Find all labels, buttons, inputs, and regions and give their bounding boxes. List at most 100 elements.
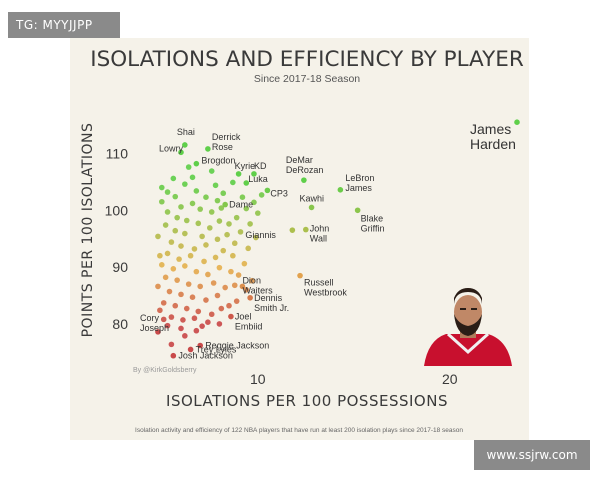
point-label-line: Westbrook xyxy=(304,288,347,298)
labeled-point xyxy=(178,149,184,156)
chart-title: ISOLATIONS AND EFFICIENCY BY PLAYER xyxy=(90,47,524,72)
scatter-point xyxy=(230,179,236,186)
point-label-line: Joseph xyxy=(140,323,169,333)
scatter-point xyxy=(197,206,203,212)
scatter-point xyxy=(216,218,223,224)
point-label: Blake Griffin xyxy=(361,213,385,233)
scatter-point xyxy=(178,325,184,332)
chart-card xyxy=(70,38,529,440)
scatter-point xyxy=(193,327,200,334)
point-label: DeMar DeRozan xyxy=(286,155,324,175)
scatter-point xyxy=(218,205,225,211)
point-label-line: DeMar xyxy=(286,155,313,165)
point-label-line: Joel xyxy=(235,312,252,322)
point-label-line: Dion xyxy=(242,275,261,285)
labeled-point xyxy=(301,177,307,183)
scatter-point xyxy=(203,194,209,201)
point-label: Brogdon xyxy=(201,156,235,166)
scatter-point xyxy=(170,175,177,182)
scatter-point xyxy=(155,283,161,290)
player-portrait-icon xyxy=(424,288,512,366)
point-label: Kyrie xyxy=(235,161,256,171)
point-label: CP3 xyxy=(270,188,288,198)
scatter-point xyxy=(243,287,250,293)
scatter-point xyxy=(162,222,169,228)
scatter-point xyxy=(191,246,198,252)
labeled-point xyxy=(187,346,194,353)
chart-footnote: Isolation activity and efficiency of 122… xyxy=(135,427,463,434)
point-label-line: Reggie Jackson xyxy=(205,341,269,351)
point-label-line: Kyrie xyxy=(235,161,256,171)
scatter-point xyxy=(243,205,250,212)
scatter-point xyxy=(251,199,257,206)
labeled-point xyxy=(303,226,309,233)
scatter-point xyxy=(168,314,175,320)
scatter-point xyxy=(220,190,227,197)
chart-credit: By @KirkGoldsberry xyxy=(133,367,197,374)
point-label-line: Russell xyxy=(304,278,334,288)
scatter-point xyxy=(155,233,161,240)
scatter-point xyxy=(216,321,223,327)
point-label-line: Wall xyxy=(310,234,327,244)
labeled-point xyxy=(308,204,315,211)
point-label-line: Waiters xyxy=(242,285,273,295)
scatter-point xyxy=(189,174,196,181)
scatter-point xyxy=(237,229,244,235)
scatter-point xyxy=(230,252,236,259)
y-tick-label: 110 xyxy=(106,145,129,161)
x-axis-title: ISOLATIONS PER 100 POSSESSIONS xyxy=(166,392,448,410)
labeled-point xyxy=(354,207,361,214)
labeled-point xyxy=(337,187,344,193)
scatter-point xyxy=(205,319,211,326)
scatter-point xyxy=(245,245,251,252)
point-label-line: James xyxy=(345,183,372,193)
point-label: Cory Joseph xyxy=(140,313,169,333)
scatter-point xyxy=(224,231,230,238)
scatter-point xyxy=(226,302,232,309)
labeled-point xyxy=(297,272,303,279)
scatter-point xyxy=(189,294,196,301)
point-label-line: Harden xyxy=(470,136,516,152)
scatter-point xyxy=(182,263,188,269)
labeled-point xyxy=(182,142,188,148)
scatter-point xyxy=(199,233,205,240)
point-label-line: Dennis xyxy=(254,293,283,303)
scatter-point xyxy=(241,260,248,267)
labeled-point xyxy=(289,227,296,233)
point-label: Lowry xyxy=(159,143,184,153)
point-label-line: Kawhi xyxy=(300,193,325,203)
labeled-point xyxy=(264,187,271,194)
scatter-point xyxy=(231,282,238,289)
scatter-point xyxy=(159,262,165,268)
scatter-point xyxy=(168,239,175,245)
point-label: Russell Westbrook xyxy=(304,278,347,298)
scatter-point xyxy=(214,197,221,204)
scatter-point xyxy=(199,323,205,329)
scatter-point xyxy=(159,198,165,205)
scatter-point xyxy=(233,214,240,221)
scatter-point xyxy=(228,268,234,275)
point-label: Kawhi xyxy=(300,193,325,203)
scatter-point xyxy=(178,243,184,249)
labeled-point xyxy=(243,180,250,186)
scatter-point xyxy=(226,221,232,227)
scatter-point xyxy=(205,271,211,278)
labeled-point xyxy=(170,352,177,359)
point-label-line: James xyxy=(470,121,511,137)
scatter-point xyxy=(170,265,177,272)
point-label: Giannis xyxy=(245,230,276,240)
point-label-line: Shai xyxy=(177,127,195,137)
scatter-point xyxy=(208,311,215,318)
scatter-point xyxy=(164,189,171,195)
scatter-point xyxy=(214,236,221,243)
scatter-point xyxy=(172,302,179,309)
scatter-point xyxy=(220,247,227,254)
point-label: Joel Embiid xyxy=(235,312,263,332)
scatter-point xyxy=(168,341,175,348)
point-label: Trey Lyles xyxy=(196,344,237,354)
point-label-line: DeRozan xyxy=(286,165,324,175)
scatter-point xyxy=(166,288,173,295)
point-label: LeBron James xyxy=(345,173,374,193)
scatter-point xyxy=(195,220,202,227)
scatter-point xyxy=(212,254,219,261)
